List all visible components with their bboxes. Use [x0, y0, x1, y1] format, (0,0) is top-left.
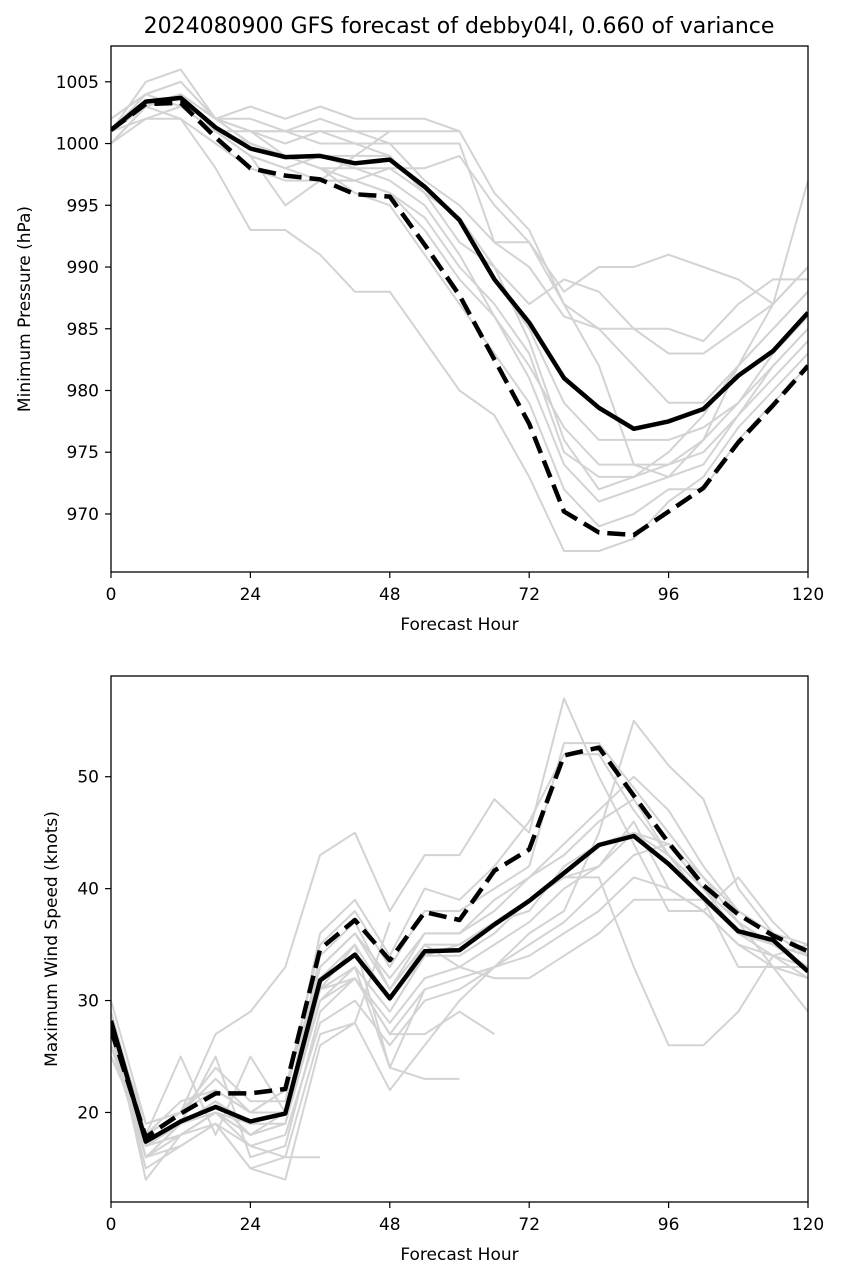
chart-panel-1: 0 24 48 72 96 120 970 975 980 985 990 995 1000 1005 Fo…	[15, 45, 824, 635]
x-tick-label: 72	[518, 1215, 540, 1235]
plot-lines	[111, 68, 808, 552]
y-tick-label: 980	[67, 381, 99, 401]
ensemble-member-line	[111, 966, 460, 1159]
plot-frame	[110, 675, 809, 1203]
x-tick-label: 72	[518, 585, 540, 605]
ensemble-member-line	[111, 842, 808, 1159]
x-tick-label: 0	[106, 1215, 117, 1235]
y-axis-label: Maximum Wind Speed (knots)	[42, 811, 62, 1067]
x-axis-label: Forecast Hour	[400, 615, 518, 635]
ensemble-member-line	[111, 798, 808, 1136]
ensemble-member-line	[111, 93, 808, 343]
chart-panel-2: 0 24 48 72 96 120 20 30 40 50 Forecast Hour Maximum…	[42, 675, 824, 1265]
composite-forecast-dashed-line	[111, 745, 808, 1140]
ensemble-member-line	[111, 80, 808, 306]
y-tick-label: 50	[77, 768, 99, 788]
ensemble-member-line	[111, 117, 808, 552]
ensemble-member-line	[111, 977, 495, 1147]
ensemble-member-line	[111, 719, 808, 1181]
ensemble-member-line	[111, 921, 391, 1181]
y-tick-label: 20	[77, 1103, 99, 1123]
ensemble-member-line	[111, 820, 808, 1147]
x-tick-label: 24	[240, 585, 262, 605]
plot-frame	[110, 45, 809, 573]
composite-forecast-dashed-line	[111, 100, 808, 538]
x-axis-label: Forecast Hour	[400, 1245, 518, 1265]
x-tick-label: 48	[379, 1215, 401, 1235]
plot-lines	[111, 697, 808, 1181]
mean-forecast-line	[111, 833, 808, 1144]
x-tick-label: 120	[792, 585, 824, 605]
y-tick-label: 1000	[56, 135, 99, 155]
ensemble-member-line	[111, 697, 808, 1125]
ensemble-member-line	[111, 93, 808, 528]
y-axis-label: Minimum Pressure (hPa)	[15, 206, 35, 412]
y-tick-label: 985	[67, 320, 99, 340]
x-tick-label: 0	[106, 585, 117, 605]
y-tick-label: 975	[67, 443, 99, 463]
ensemble-member-line	[111, 105, 808, 478]
ensemble-member-line	[111, 943, 426, 1136]
y-tick-label: 990	[67, 258, 99, 278]
x-tick-label: 96	[658, 1215, 680, 1235]
y-tick-label: 995	[67, 196, 99, 216]
x-tick-label: 48	[379, 585, 401, 605]
y-tick-label: 40	[77, 880, 99, 900]
x-tick-label: 96	[658, 585, 680, 605]
ensemble-member-line	[111, 753, 808, 1125]
x-tick-label: 120	[792, 1215, 824, 1235]
y-tick-label: 970	[67, 505, 99, 525]
y-tick-label: 30	[77, 992, 99, 1012]
y-tick-label: 1005	[56, 73, 99, 93]
x-tick-label: 24	[240, 1215, 262, 1235]
mean-forecast-line	[111, 95, 808, 432]
ensemble-member-line	[111, 93, 808, 491]
figure-title: 2024080900 GFS forecast of debby04l, 0.6…	[144, 14, 775, 39]
